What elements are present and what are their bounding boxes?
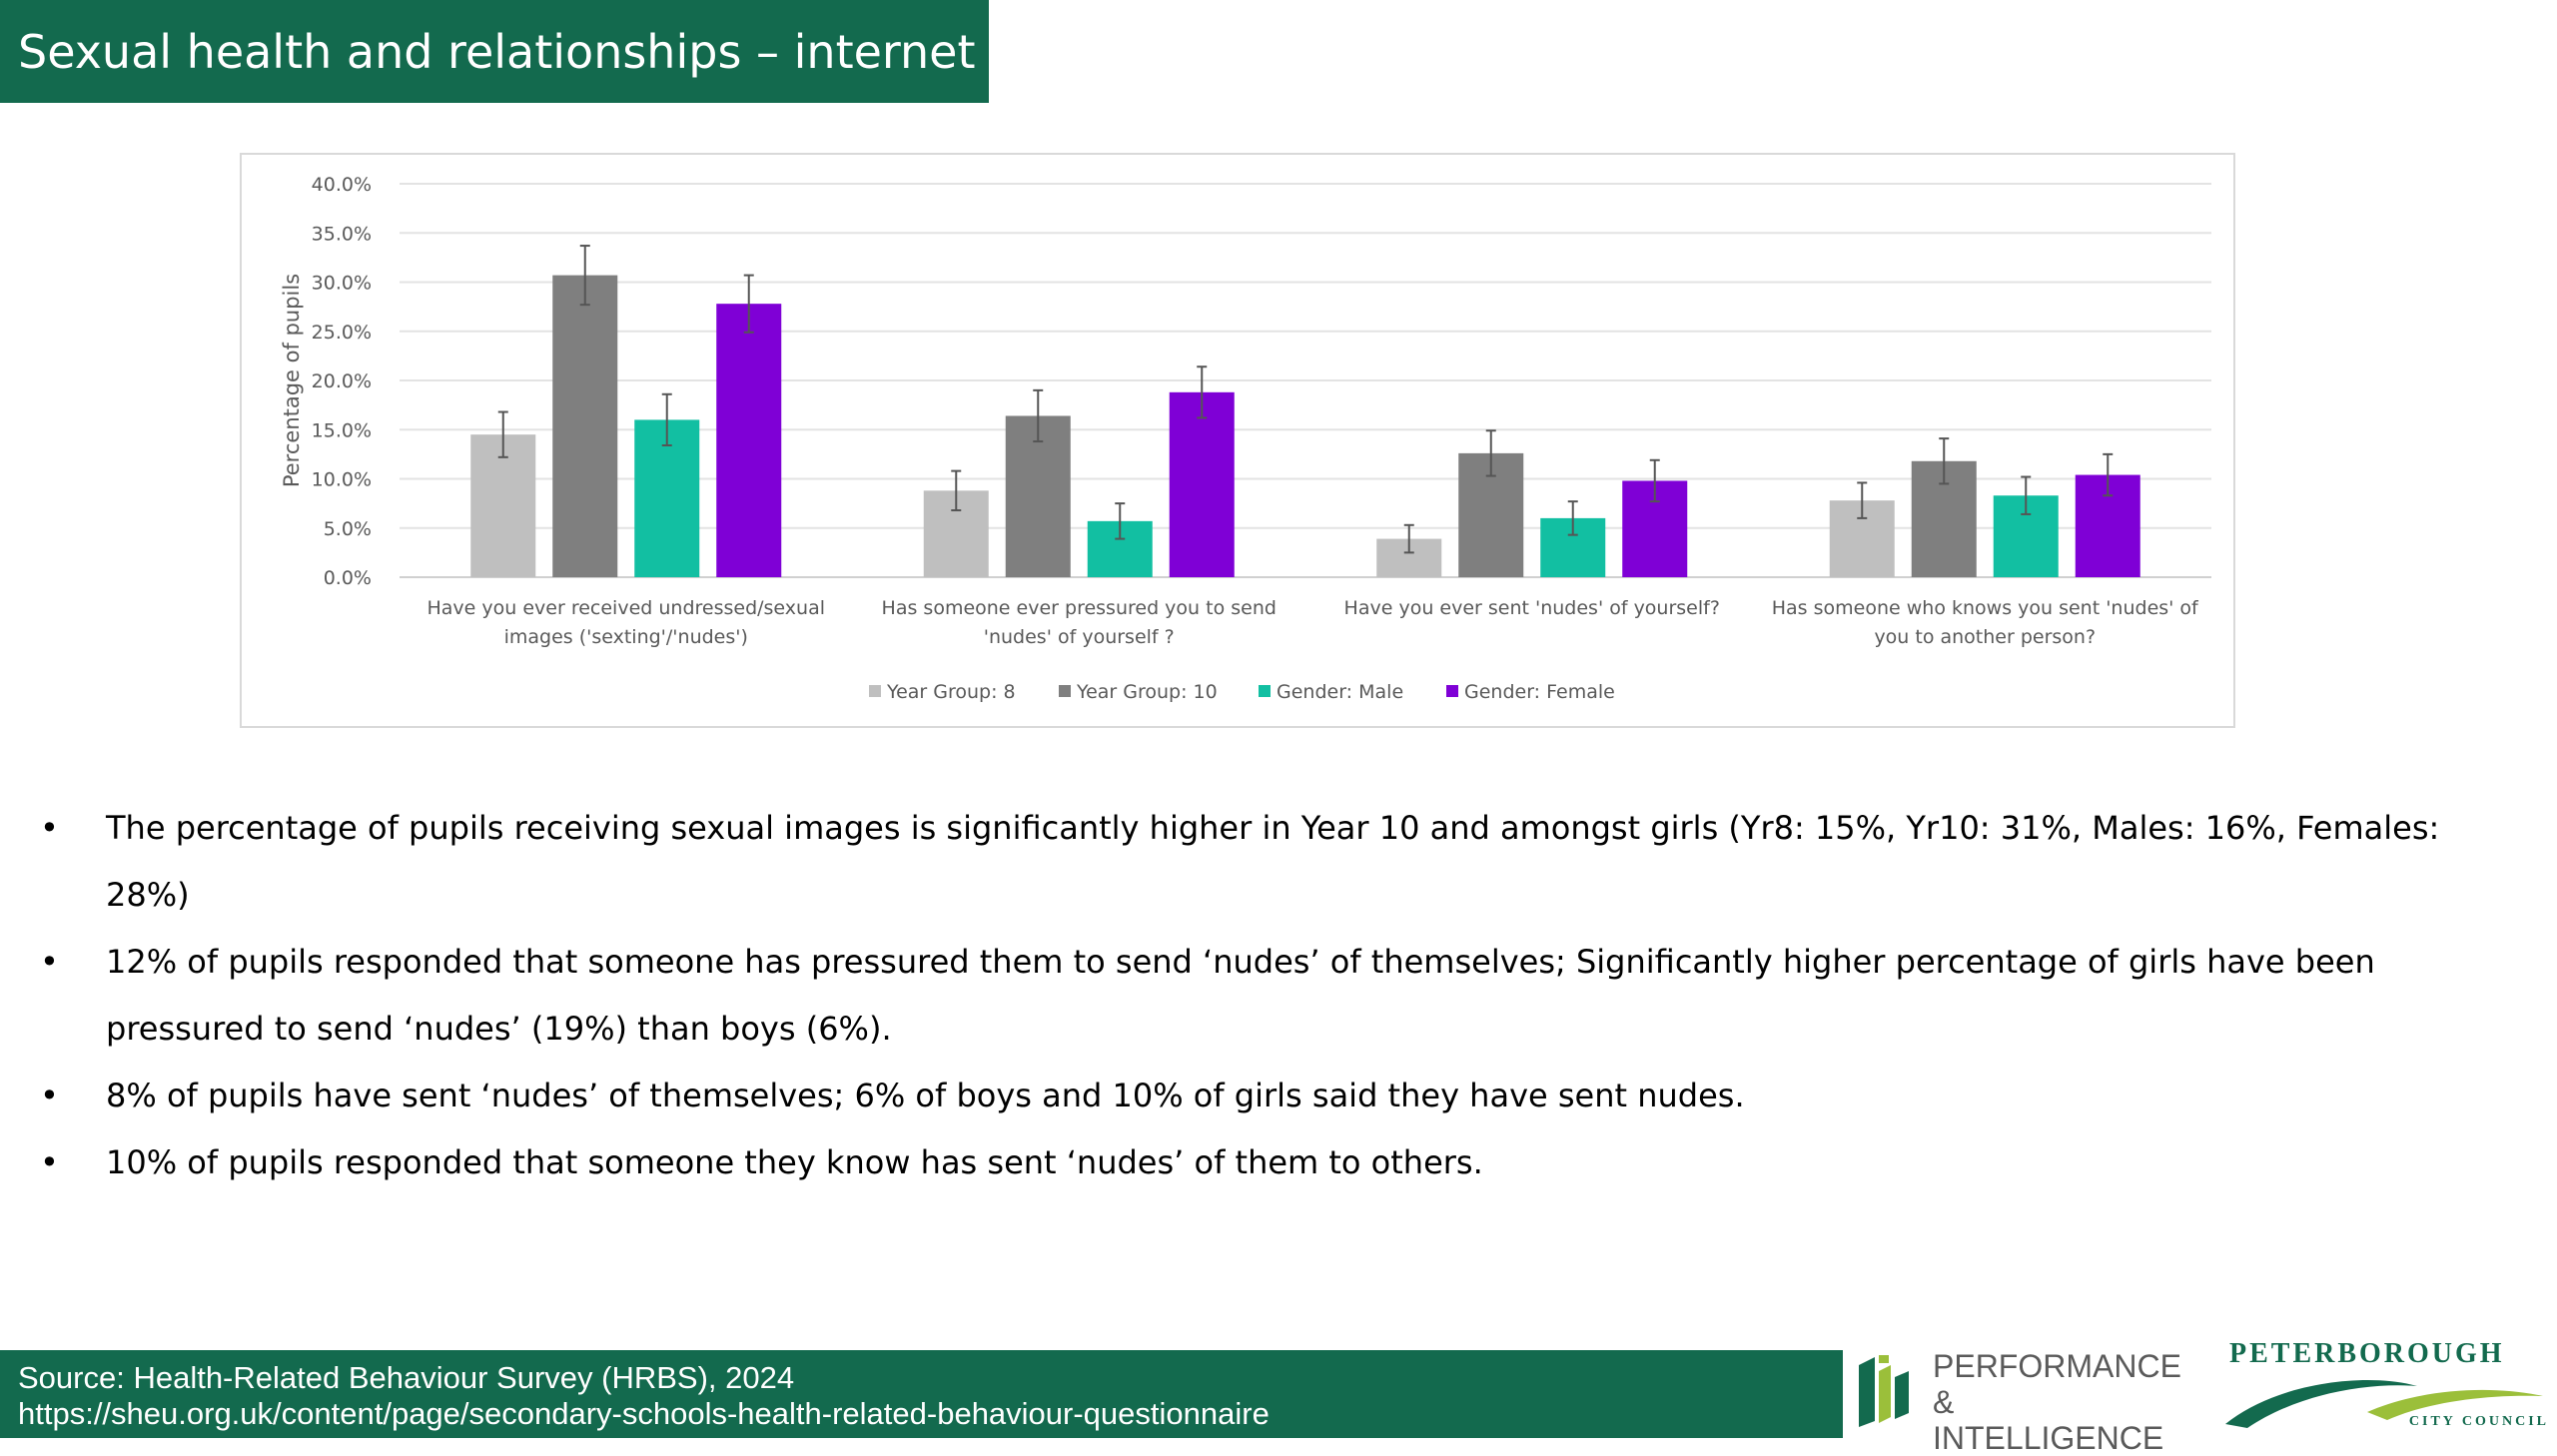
- pi-logo-text: PERFORMANCE & INTELLIGENCE: [1933, 1348, 2197, 1456]
- bullet-marker: •: [40, 943, 59, 981]
- y-axis-label: Percentage of pupils: [280, 274, 304, 487]
- bullet-item: • 8% of pupils have sent ‘nudes’ of thems…: [40, 1063, 2517, 1129]
- category-label: Have you ever sent 'nudes' of yourself?: [1344, 597, 1720, 619]
- pcc-name: PETERBOROUGH: [2229, 1338, 2505, 1369]
- legend-swatch: [1059, 685, 1071, 697]
- y-tick-label: 40.0%: [312, 174, 372, 196]
- category-label: Have you ever received undressed/sexual: [427, 597, 826, 619]
- bullet-item: • The percentage of pupils receiving sexu…: [40, 795, 2517, 929]
- category-label: you to another person?: [1874, 626, 2096, 648]
- bullet-text: 10% of pupils responded that someone the…: [106, 1143, 1483, 1181]
- bar: [470, 434, 536, 577]
- y-tick-label: 30.0%: [312, 273, 372, 295]
- performance-intelligence-logo: PERFORMANCE & INTELLIGENCE: [1853, 1343, 2197, 1456]
- bullet-marker: •: [40, 1077, 59, 1114]
- legend-swatch: [869, 685, 881, 697]
- category-label: Has someone ever pressured you to send: [882, 597, 1277, 619]
- slide-title-bar: Sexual health and relationships – intern…: [0, 0, 989, 103]
- legend-label: Year Group: 10: [1076, 681, 1218, 703]
- legend-label: Year Group: 8: [886, 681, 1016, 703]
- bullet-text: 12% of pupils responded that someone has…: [106, 943, 2375, 1048]
- pi-logo-icon: [1859, 1355, 1909, 1427]
- y-tick-label: 20.0%: [312, 370, 372, 392]
- legend-swatch: [1446, 685, 1458, 697]
- chart-frame: 0.0% 5.0% 10.0% 15.0% 20.0% 25.0% 30.0% 35.0% 40…: [240, 153, 2235, 728]
- bar: [716, 304, 782, 577]
- legend-swatch: [1259, 685, 1271, 697]
- source-url[interactable]: https://sheu.org.uk/content/page/seconda…: [18, 1396, 1270, 1431]
- peterborough-logo: PETERBOROUGH CITY COUNCIL: [2217, 1336, 2557, 1436]
- category-label: images ('sexting'/'nudes'): [504, 626, 748, 648]
- pi-line-1: PERFORMANCE &: [1933, 1348, 2181, 1420]
- source-footer: Source: Health-Related Behaviour Survey …: [0, 1350, 1843, 1438]
- bar: [552, 275, 618, 577]
- bullet-item: • 12% of pupils responded that someone ha…: [40, 929, 2517, 1063]
- y-tick-label: 35.0%: [312, 223, 372, 245]
- bar-chart: 0.0% 5.0% 10.0% 15.0% 20.0% 25.0% 30.0% 35.0% 40…: [280, 174, 2211, 703]
- y-tick-label: 15.0%: [312, 419, 372, 441]
- bullet-text: The percentage of pupils receiving sexua…: [106, 809, 2440, 914]
- y-tick-label: 0.0%: [324, 567, 372, 589]
- source-text: Source: Health-Related Behaviour Survey …: [18, 1360, 795, 1395]
- legend-label: Gender: Female: [1464, 681, 1615, 703]
- bullet-text: 8% of pupils have sent ‘nudes’ of themse…: [106, 1077, 1745, 1114]
- bar: [1005, 415, 1071, 577]
- category-label: Has someone who knows you sent 'nudes' o…: [1772, 597, 2199, 619]
- bullet-marker: •: [40, 1143, 59, 1181]
- category-label: 'nudes' of yourself ?: [984, 626, 1175, 648]
- bullet-item: • 10% of pupils responded that someone th…: [40, 1129, 2517, 1196]
- y-tick-label: 5.0%: [324, 518, 372, 540]
- slide-title: Sexual health and relationships – intern…: [18, 24, 976, 79]
- bullet-marker: •: [40, 809, 59, 847]
- pcc-subtitle: CITY COUNCIL: [2408, 1414, 2549, 1429]
- y-tick-label: 25.0%: [312, 322, 372, 344]
- bar: [1169, 391, 1235, 577]
- bullet-list: • The percentage of pupils receiving sexu…: [40, 795, 2517, 1196]
- pcc-swoosh-icon: [2225, 1380, 2543, 1428]
- pi-line-2: INTELLIGENCE: [1933, 1420, 2164, 1456]
- legend-label: Gender: Male: [1277, 681, 1403, 703]
- y-tick-label: 10.0%: [312, 469, 372, 491]
